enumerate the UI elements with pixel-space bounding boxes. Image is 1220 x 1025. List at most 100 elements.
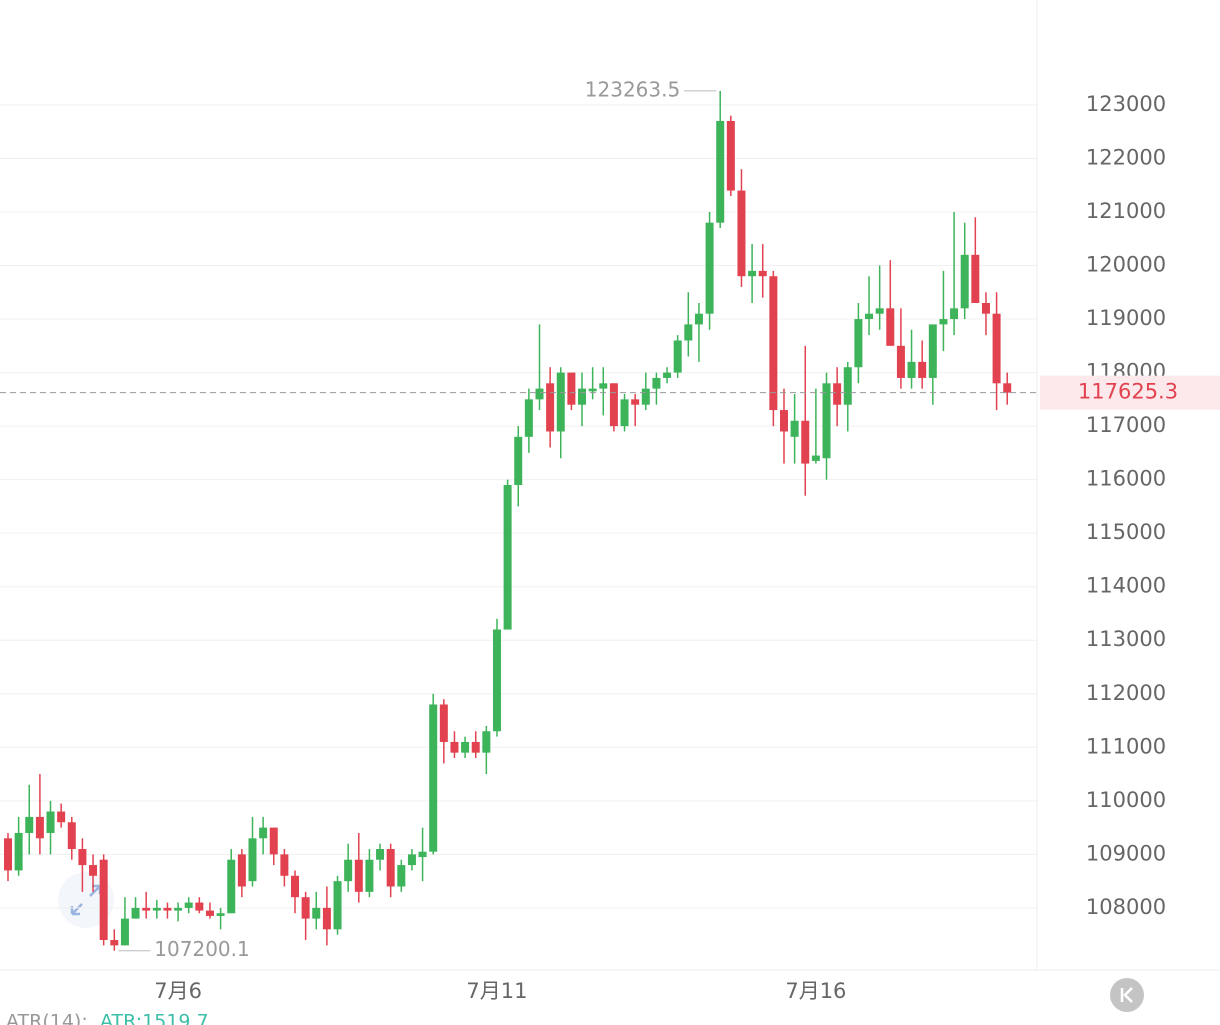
- candle-body: [928, 324, 937, 378]
- candle-body: [769, 276, 778, 411]
- candle-body: [418, 851, 427, 858]
- candle-body: [429, 704, 438, 852]
- y-tick-label: 112000: [1086, 681, 1166, 705]
- candle-body: [503, 485, 512, 630]
- candle-body: [248, 838, 257, 882]
- y-tick-label: 114000: [1086, 574, 1166, 598]
- candle-body: [450, 741, 459, 753]
- candle-body: [546, 383, 555, 432]
- candle-body: [386, 849, 395, 887]
- candle-body: [694, 313, 703, 325]
- candle-body: [259, 827, 268, 839]
- indicator-name: ATR(14):: [6, 1011, 88, 1025]
- candle-body: [950, 308, 959, 320]
- candle-body: [407, 854, 416, 866]
- candle-body: [865, 313, 874, 320]
- candle-body: [195, 902, 204, 911]
- candle-body: [205, 910, 214, 916]
- candle-body: [184, 902, 193, 908]
- candle-body: [376, 849, 385, 860]
- candle-body: [875, 308, 884, 314]
- candle-body: [556, 372, 565, 432]
- candle-body: [99, 859, 108, 941]
- candle-body: [461, 741, 470, 753]
- candles: [4, 90, 1012, 951]
- candle-body: [684, 324, 693, 341]
- candle-body: [896, 345, 905, 378]
- candle-body: [801, 420, 810, 464]
- candle-body: [269, 827, 278, 855]
- y-tick-label: 109000: [1086, 841, 1166, 865]
- candle-body: [237, 854, 246, 887]
- candle-body: [811, 455, 820, 461]
- candle-body: [737, 190, 746, 277]
- candle-body: [578, 388, 587, 405]
- candle-body: [4, 838, 12, 871]
- candle-body: [960, 254, 969, 309]
- candle-body: [779, 410, 788, 432]
- candle-body: [939, 319, 948, 325]
- last-price-box: [1040, 375, 1220, 410]
- y-tick-label: 108000: [1086, 895, 1166, 919]
- grid: [0, 104, 1037, 909]
- indicator-value: ATR:1519.7: [100, 1011, 209, 1025]
- candle-body: [641, 388, 650, 405]
- candle-body: [588, 388, 597, 392]
- collapse-button[interactable]: [1110, 978, 1144, 1012]
- candle-body: [854, 319, 863, 368]
- candle-body: [25, 816, 34, 833]
- y-tick-label: 116000: [1086, 467, 1166, 491]
- candle-body: [291, 875, 300, 898]
- candle-body: [758, 270, 767, 277]
- candle-body: [67, 822, 76, 850]
- candle-body: [46, 811, 55, 833]
- candle-body: [227, 859, 236, 914]
- candle-body: [14, 832, 23, 871]
- candle-body: [344, 859, 353, 882]
- candle-body: [620, 399, 629, 427]
- candle-body: [843, 367, 852, 405]
- candle-body: [280, 854, 289, 876]
- max-label: 123263.5: [585, 77, 680, 101]
- candle-body: [322, 907, 331, 930]
- candle-body: [907, 361, 916, 378]
- y-tick-label: 110000: [1086, 788, 1166, 812]
- candle-body: [535, 388, 544, 400]
- candle-body: [1003, 383, 1012, 393]
- candle-body: [492, 629, 501, 732]
- candle-body: [471, 741, 480, 753]
- candle-body: [312, 907, 321, 919]
- min-label: 107200.1: [154, 937, 249, 961]
- candle-body: [790, 420, 799, 437]
- candle-body: [567, 372, 576, 405]
- candle-body: [524, 399, 533, 437]
- candle-body: [971, 254, 980, 303]
- y-tick-label: 120000: [1086, 253, 1166, 277]
- y-tick-label: 117000: [1086, 413, 1166, 437]
- candle-body: [822, 383, 831, 459]
- y-tick-label: 119000: [1086, 306, 1166, 330]
- candle-body: [981, 302, 990, 314]
- y-tick-label: 123000: [1086, 92, 1166, 116]
- candle-body: [482, 731, 491, 753]
- candle-body: [78, 849, 87, 866]
- x-tick-label: 7月16: [785, 979, 846, 1003]
- collapse-circle: [1110, 978, 1144, 1012]
- expand-icon: [70, 884, 102, 916]
- candle-body: [120, 918, 129, 946]
- candle-body: [748, 270, 757, 277]
- x-tick-label: 7月6: [154, 979, 202, 1003]
- x-tick-label: 7月11: [466, 979, 527, 1003]
- candle-body: [131, 907, 140, 919]
- candle-body: [439, 704, 448, 742]
- candle-body: [57, 811, 66, 823]
- candle-body: [163, 907, 172, 911]
- candle-body: [333, 881, 342, 930]
- candle-body: [89, 865, 98, 876]
- candle-body: [918, 361, 927, 378]
- candle-body: [631, 399, 640, 405]
- candle-body: [705, 222, 714, 314]
- candle-body: [673, 340, 682, 373]
- candle-body: [599, 383, 608, 389]
